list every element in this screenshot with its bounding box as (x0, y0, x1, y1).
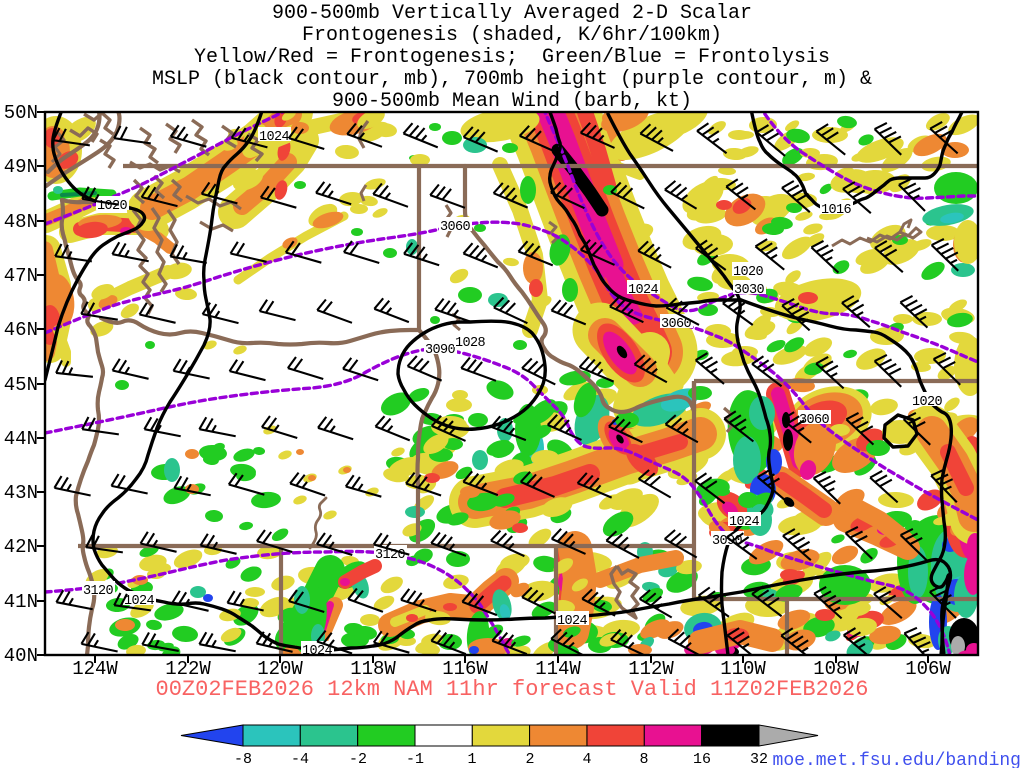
svg-text:-4: -4 (291, 751, 309, 768)
svg-text:1020: 1020 (733, 265, 764, 280)
svg-text:1024: 1024 (124, 594, 155, 609)
svg-text:-1: -1 (406, 751, 424, 768)
svg-text:3060: 3060 (440, 220, 471, 235)
svg-text:4: 4 (582, 751, 591, 768)
svg-text:43N: 43N (4, 482, 38, 504)
svg-text:48N: 48N (4, 211, 38, 233)
svg-text:1024: 1024 (259, 130, 290, 145)
svg-text:3120: 3120 (83, 584, 114, 599)
svg-text:106W: 106W (905, 658, 951, 680)
svg-text:1024: 1024 (557, 614, 588, 629)
svg-text:MSLP (black contour, mb), 700m: MSLP (black contour, mb), 700mb height (… (152, 68, 872, 91)
svg-text:47N: 47N (4, 265, 38, 287)
svg-text:00Z02FEB2026 12km NAM 11hr for: 00Z02FEB2026 12km NAM 11hr forecast Vali… (156, 677, 869, 702)
svg-text:110W: 110W (720, 658, 766, 680)
svg-text:45N: 45N (4, 374, 38, 396)
svg-text:124W: 124W (72, 658, 118, 680)
svg-text:108W: 108W (813, 658, 859, 680)
svg-text:44N: 44N (4, 428, 38, 450)
svg-text:Frontogenesis (shaded, K/6hr/1: Frontogenesis (shaded, K/6hr/100km) (302, 24, 722, 47)
svg-text:1: 1 (467, 751, 476, 768)
svg-text:114W: 114W (535, 658, 581, 680)
svg-text:49N: 49N (4, 156, 38, 178)
svg-text:16: 16 (693, 751, 711, 768)
svg-text:900-500mb Mean Wind (barb, kt): 900-500mb Mean Wind (barb, kt) (332, 90, 692, 113)
svg-text:1024: 1024 (729, 515, 760, 530)
svg-text:2: 2 (525, 751, 534, 768)
svg-text:3060: 3060 (799, 413, 830, 428)
svg-text:42N: 42N (4, 536, 38, 558)
svg-text:40N: 40N (4, 645, 38, 667)
svg-text:1024: 1024 (302, 644, 333, 659)
svg-text:3060: 3060 (661, 317, 692, 332)
svg-text:1028: 1028 (455, 336, 486, 351)
svg-text:32: 32 (750, 751, 768, 768)
svg-text:3030: 3030 (734, 283, 765, 298)
svg-text:41N: 41N (4, 591, 38, 613)
svg-text:46N: 46N (4, 319, 38, 341)
svg-text:120W: 120W (257, 658, 303, 680)
svg-text:118W: 118W (350, 658, 396, 680)
svg-text:moe.met.fsu.edu/banding: moe.met.fsu.edu/banding (773, 751, 1021, 768)
svg-text:1016: 1016 (821, 203, 852, 218)
svg-text:900-500mb Vertically Averaged: 900-500mb Vertically Averaged 2-D Scalar (272, 2, 752, 25)
svg-text:1020: 1020 (912, 395, 943, 410)
svg-text:112W: 112W (628, 658, 674, 680)
svg-text:122W: 122W (165, 658, 211, 680)
svg-text:3090: 3090 (425, 343, 456, 358)
svg-text:8: 8 (639, 751, 648, 768)
svg-text:1024: 1024 (628, 283, 659, 298)
svg-text:50N: 50N (4, 102, 38, 124)
svg-text:116W: 116W (442, 658, 488, 680)
svg-text:Yellow/Red = Frontogenesis; G: Yellow/Red = Frontogenesis; Green/Blue =… (194, 46, 830, 69)
svg-text:-8: -8 (234, 751, 252, 768)
svg-text:-2: -2 (349, 751, 367, 768)
